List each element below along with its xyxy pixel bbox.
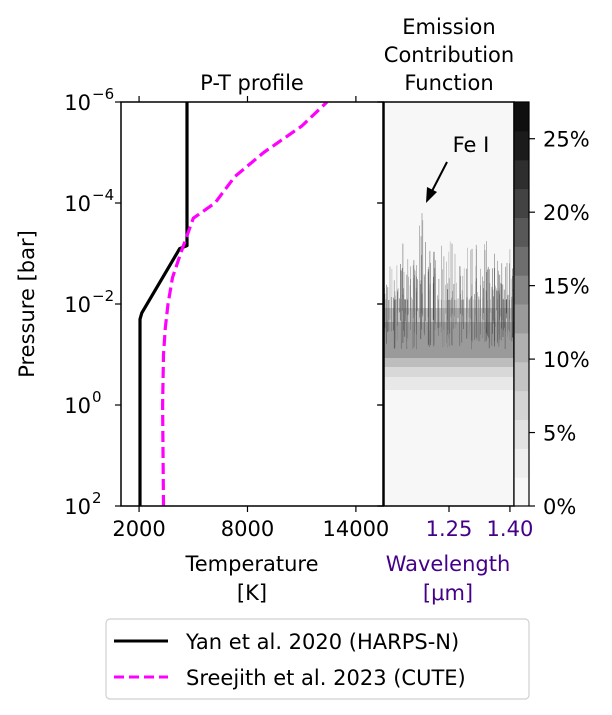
x-axis-label-temperature: Temperature [184, 552, 318, 576]
pt-panel: P-T profile 2000 8000 14000 102 100 10−2 10−4 1… [15, 71, 389, 605]
pt-curves [138, 102, 329, 506]
colorbar-band [514, 477, 529, 507]
colorbar-tick-label: 20% [543, 201, 590, 225]
ecf-heatmap [384, 102, 514, 506]
colorbar-band [514, 390, 529, 420]
colorbar-tick-label: 5% [543, 422, 576, 446]
legend: Yan et al. 2020 (HARPS-N) Sreejith et al… [105, 618, 530, 700]
y-tick-label: 100 [64, 388, 101, 418]
ecf-title-line2: Contribution [384, 43, 514, 67]
ecf-band [384, 365, 514, 377]
fe-annotation: Fe I [453, 133, 490, 157]
series-yan-line [138, 102, 189, 506]
fe-annotation-arrow-head [426, 187, 437, 203]
x-tick-label: 2000 [112, 517, 165, 541]
y-tick-label: 10−4 [64, 186, 114, 216]
x-tick-label: 8000 [221, 517, 274, 541]
colorbar-band [514, 159, 529, 190]
colorbar-tick-label: 0% [543, 495, 576, 519]
pt-title: P-T profile [200, 71, 304, 95]
colorbar-band [514, 102, 529, 132]
colorbar-ticks: 0% 5% 10% 15% 20% 25% [529, 128, 590, 519]
colorbar-frame [513, 101, 530, 507]
colorbar-band [514, 332, 529, 363]
colorbar-band [514, 419, 529, 449]
y-tick-label: 102 [64, 489, 101, 519]
ecf-title-line3: Function [404, 71, 493, 95]
ecf-x-tick-label: 1.40 [487, 517, 534, 541]
series-sreejith-line [161, 102, 329, 506]
legend-frame [105, 618, 530, 700]
legend-label-sreejith: Sreejith et al. 2023 (CUTE) [186, 666, 466, 690]
colorbar-tick-label: 25% [543, 128, 590, 152]
colorbar-band [514, 275, 529, 305]
colorbar-band [514, 361, 529, 392]
colorbar-bands [514, 102, 529, 507]
x-tick-label: 14000 [322, 517, 389, 541]
colorbar-band [514, 217, 529, 247]
ecf-panel: Emission Contribution Function 1.25 1.40 … [378, 15, 533, 605]
colorbar-tick-label: 10% [543, 348, 590, 372]
y-tick-label: 10−2 [64, 287, 114, 317]
ecf-x-tick-label: 1.25 [426, 517, 473, 541]
colorbar-band [514, 188, 529, 218]
pt-ticks: 2000 8000 14000 102 100 10−2 10−4 10−6 [64, 85, 389, 541]
fe-annotation-arrow-shaft [430, 161, 448, 194]
colorbar-band [514, 448, 529, 478]
y-tick-label: 10−6 [64, 85, 114, 115]
x-axis-unit-temperature: [K] [237, 581, 267, 605]
colorbar-band [514, 304, 529, 334]
y-axis-label: Pressure [bar] [15, 230, 39, 378]
colorbar-band [514, 130, 529, 161]
colorbar-band [514, 246, 529, 276]
colorbar-tick-label: 15% [543, 275, 590, 299]
x-axis-label-wavelength: Wavelength [386, 552, 511, 576]
legend-label-yan: Yan et al. 2020 (HARPS-N) [185, 630, 459, 654]
ecf-title-line1: Emission [402, 15, 495, 39]
ecf-ticks: 1.25 1.40 [378, 101, 534, 541]
x-axis-unit-wavelength: [μm] [423, 581, 473, 605]
colorbar: 0% 5% 10% 15% 20% 25% [513, 101, 590, 519]
